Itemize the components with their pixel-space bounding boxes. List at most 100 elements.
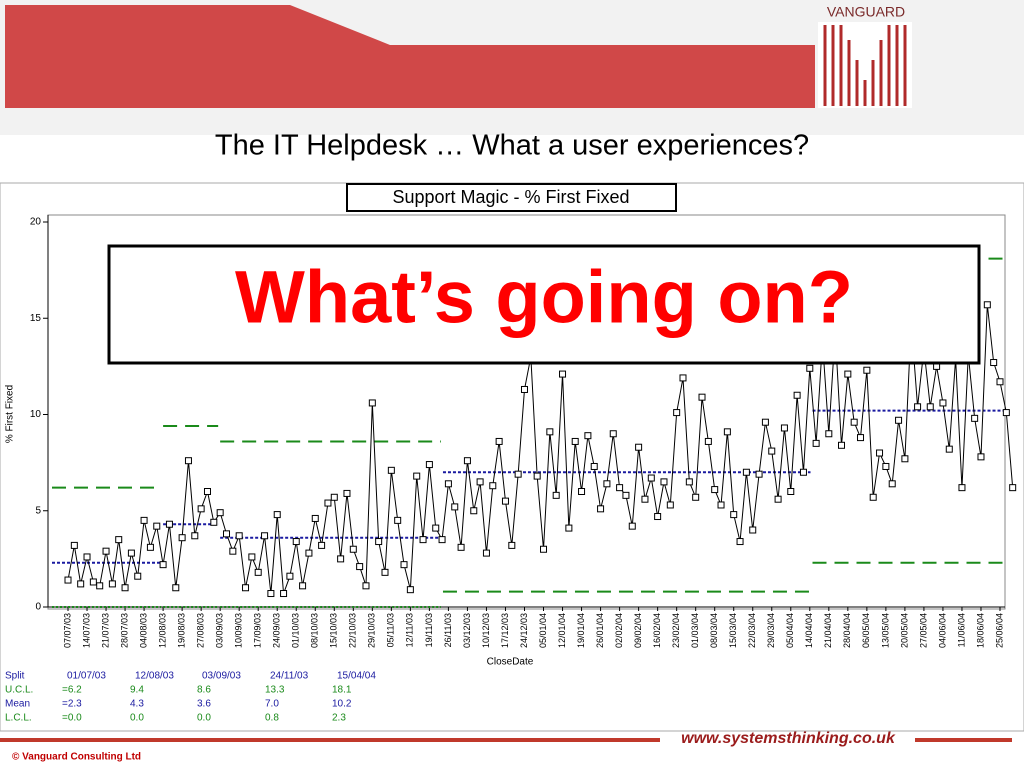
x-tick-label: 05/11/03 — [386, 613, 396, 647]
point — [451, 503, 459, 511]
x-tick-label: 19/01/04 — [576, 613, 586, 648]
point — [736, 538, 744, 546]
point — [1002, 409, 1010, 417]
point — [622, 491, 630, 499]
copyright: © Vanguard Consulting Ltd — [12, 752, 141, 763]
table-cell: =6.2 — [62, 685, 82, 696]
point — [70, 541, 78, 549]
point — [394, 516, 402, 524]
point — [590, 462, 598, 470]
x-tick-label: 17/09/03 — [253, 613, 263, 648]
point — [318, 541, 326, 549]
point — [96, 582, 104, 590]
point — [261, 532, 269, 540]
table-cell: 0.8 — [265, 713, 279, 724]
y-tick-label: 0 — [35, 602, 41, 613]
point — [514, 470, 522, 478]
y-tick-label: 15 — [30, 313, 42, 324]
x-tick-label: 14/07/03 — [81, 613, 91, 648]
table-cell: 10.2 — [332, 699, 352, 710]
point — [647, 474, 655, 482]
point — [540, 545, 548, 553]
overlay: What’s going on? — [107, 244, 981, 365]
point — [83, 553, 91, 561]
table-cell: 4.3 — [130, 699, 144, 710]
point — [438, 536, 446, 544]
x-tick-label: 22/03/04 — [747, 613, 757, 648]
point — [115, 536, 123, 544]
point — [400, 561, 408, 569]
chart-title-box — [346, 183, 677, 212]
point — [895, 416, 903, 424]
point — [926, 403, 934, 411]
y-tick-label: 10 — [30, 409, 42, 420]
point — [584, 432, 592, 440]
point — [482, 549, 490, 557]
logo-text: VANGUARD — [827, 4, 905, 20]
point — [413, 472, 421, 480]
overlay-text: What’s going on? — [235, 256, 853, 339]
table-cell: 03/09/03 — [202, 671, 241, 682]
y-tick-label: 5 — [35, 505, 41, 516]
point — [134, 572, 142, 580]
logo: VANGUARD — [818, 4, 912, 108]
point — [850, 418, 858, 426]
point — [476, 478, 484, 486]
table-cell: 7.0 — [265, 699, 279, 710]
point — [654, 513, 662, 521]
point — [242, 584, 250, 592]
point — [799, 468, 807, 476]
point — [571, 437, 579, 445]
point — [609, 430, 617, 438]
x-tick-label: 15/10/03 — [329, 613, 339, 648]
x-tick-label: 27/05/04 — [918, 613, 928, 648]
point — [495, 437, 503, 445]
x-tick-label: 17/12/03 — [500, 613, 510, 648]
x-tick-label: 12/08/03 — [157, 613, 167, 648]
point — [191, 532, 199, 540]
point — [229, 547, 237, 555]
point — [698, 393, 706, 401]
point — [882, 462, 890, 470]
point — [603, 480, 611, 488]
point — [774, 495, 782, 503]
point — [844, 370, 852, 378]
point — [108, 580, 116, 588]
x-axis-label: CloseDate — [487, 657, 534, 668]
x-tick-label: 06/05/04 — [861, 613, 871, 648]
table-cell: 13.3 — [265, 685, 285, 696]
point — [679, 374, 687, 382]
point — [704, 437, 712, 445]
x-tick-label: 19/11/03 — [424, 613, 434, 647]
point — [470, 507, 478, 515]
point — [406, 586, 414, 594]
point — [489, 482, 497, 490]
x-tick-label: 26/01/04 — [595, 613, 605, 648]
table-cell: 24/11/03 — [270, 671, 309, 682]
point — [730, 511, 738, 519]
chart-title: Support Magic - % First Fixed — [392, 187, 629, 207]
x-tick-label: 10/12/03 — [481, 613, 491, 648]
point — [660, 478, 668, 486]
point — [717, 501, 725, 509]
point — [64, 576, 72, 584]
point — [685, 478, 693, 486]
point — [565, 524, 573, 532]
x-tick-label: 13/05/04 — [880, 613, 890, 648]
y-tick-label: 20 — [30, 217, 42, 228]
point — [780, 424, 788, 432]
point — [793, 391, 801, 399]
point — [812, 439, 820, 447]
point — [597, 505, 605, 513]
banner — [5, 5, 815, 108]
point — [711, 486, 719, 494]
point — [869, 493, 877, 501]
x-tick-label: 21/04/04 — [823, 613, 833, 648]
point — [520, 385, 528, 393]
y-axis-label: % First Fixed — [5, 385, 16, 443]
point — [330, 493, 338, 501]
table-cell: 2.3 — [332, 713, 346, 724]
point — [546, 428, 554, 436]
x-tick-label: 28/07/03 — [119, 613, 129, 648]
point — [761, 418, 769, 426]
